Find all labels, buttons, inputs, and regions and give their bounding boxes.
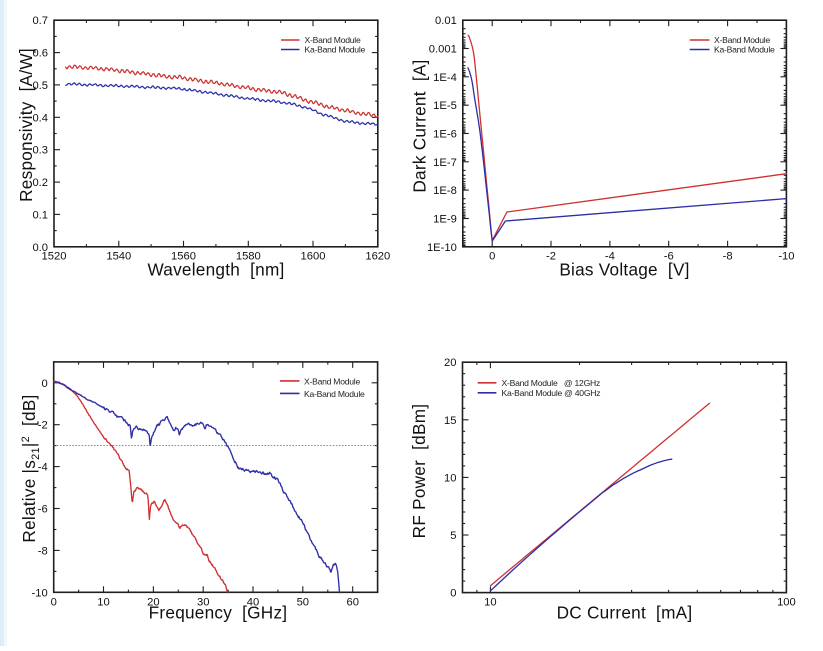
svg-text:5: 5 <box>450 530 456 542</box>
svg-text:0: 0 <box>489 251 495 263</box>
svg-text:Wavelength [nm]: Wavelength [nm] <box>147 260 284 280</box>
svg-text:1560: 1560 <box>171 251 196 263</box>
svg-text:Responsivity [A/W]: Responsivity [A/W] <box>16 48 36 202</box>
svg-text:Ka-Band Module @ 40GHz: Ka-Band Module @ 40GHz <box>502 388 601 398</box>
svg-text:1E-8: 1E-8 <box>433 185 457 197</box>
svg-text:Relative |s21|2 [dB]: Relative |s21|2 [dB] <box>19 394 42 542</box>
svg-text:30: 30 <box>197 597 209 609</box>
svg-text:Dark Current [A]: Dark Current [A] <box>410 59 430 192</box>
svg-text:1E-10: 1E-10 <box>427 242 457 254</box>
svg-text:-2: -2 <box>38 420 48 432</box>
svg-text:1E-6: 1E-6 <box>433 129 457 141</box>
svg-text:-4: -4 <box>605 251 615 263</box>
svg-text:0.5: 0.5 <box>32 80 48 92</box>
svg-text:60: 60 <box>346 597 358 609</box>
svg-text:100: 100 <box>777 597 796 609</box>
svg-text:-6: -6 <box>664 251 674 263</box>
svg-text:X-Band Module: X-Band Module <box>714 35 770 45</box>
svg-text:0.6: 0.6 <box>32 48 48 60</box>
svg-text:0.0: 0.0 <box>32 242 48 254</box>
svg-text:X-Band Module: X-Band Module <box>304 376 360 386</box>
svg-text:0.3: 0.3 <box>32 145 48 157</box>
svg-text:Ka-Band Module: Ka-Band Module <box>714 45 775 55</box>
svg-text:-8: -8 <box>38 545 48 557</box>
svg-text:Ka-Band Module: Ka-Band Module <box>305 45 366 55</box>
svg-text:1E-7: 1E-7 <box>433 157 457 169</box>
svg-text:40: 40 <box>247 597 259 609</box>
svg-text:-10: -10 <box>778 251 794 263</box>
svg-text:-2: -2 <box>546 251 556 263</box>
svg-text:Frequency [GHz]: Frequency [GHz] <box>149 603 288 623</box>
svg-text:X-Band Module: X-Band Module <box>305 35 361 45</box>
svg-text:-10: -10 <box>32 587 48 599</box>
svg-text:15: 15 <box>444 415 456 427</box>
svg-text:1600: 1600 <box>301 251 326 263</box>
svg-text:-8: -8 <box>723 251 733 263</box>
svg-text:0.001: 0.001 <box>429 44 457 56</box>
svg-text:10: 10 <box>484 597 496 609</box>
svg-text:20: 20 <box>147 597 159 609</box>
svg-text:1580: 1580 <box>236 251 261 263</box>
svg-text:DC Current [mA]: DC Current [mA] <box>557 603 693 623</box>
svg-text:1E-5: 1E-5 <box>433 100 457 112</box>
svg-text:0.7: 0.7 <box>32 15 48 27</box>
svg-text:10: 10 <box>97 597 109 609</box>
svg-text:0.2: 0.2 <box>32 177 48 189</box>
svg-text:RF Power [dBm]: RF Power [dBm] <box>409 404 429 539</box>
svg-text:0.4: 0.4 <box>32 112 48 124</box>
svg-text:1620: 1620 <box>365 251 390 263</box>
svg-text:1E-9: 1E-9 <box>433 214 457 226</box>
svg-text:1E-4: 1E-4 <box>433 72 457 84</box>
svg-text:0: 0 <box>41 378 47 390</box>
svg-text:0.01: 0.01 <box>435 15 457 27</box>
svg-text:0.1: 0.1 <box>32 209 48 221</box>
svg-text:1520: 1520 <box>42 251 67 263</box>
svg-text:50: 50 <box>297 597 309 609</box>
svg-text:10: 10 <box>444 472 456 484</box>
svg-text:1540: 1540 <box>106 251 131 263</box>
svg-text:X-Band Module @ 12GHz: X-Band Module @ 12GHz <box>502 378 601 388</box>
svg-text:20: 20 <box>444 357 456 369</box>
svg-text:Bias Voltage [V]: Bias Voltage [V] <box>559 260 689 280</box>
svg-text:Ka-Band Module: Ka-Band Module <box>304 389 365 399</box>
svg-text:-4: -4 <box>38 462 48 474</box>
svg-text:0: 0 <box>51 597 57 609</box>
svg-text:-6: -6 <box>38 504 48 516</box>
svg-text:0: 0 <box>450 588 456 600</box>
